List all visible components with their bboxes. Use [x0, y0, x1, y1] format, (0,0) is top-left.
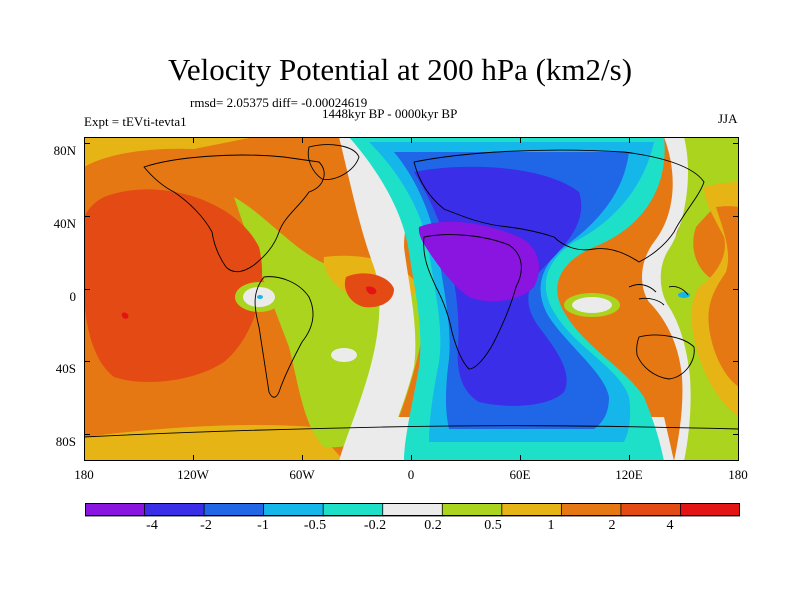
- colorbar-label: -4: [146, 518, 158, 533]
- colorbar-cell: [382, 503, 444, 517]
- coast-greenland: [307, 144, 360, 180]
- colorbar-cell: [620, 503, 682, 517]
- field-yellow-west: [84, 137, 254, 167]
- lat-label-80n: 80N: [53, 143, 76, 158]
- lat-label-40n: 40N: [53, 216, 76, 231]
- colorbar-cell: [263, 503, 325, 517]
- colorbar-label: -0.2: [363, 518, 387, 533]
- coast-antarctica: [84, 425, 739, 438]
- colorbar-cell: [680, 503, 740, 517]
- colorbar-cell: [144, 503, 205, 517]
- colorbar-label: -1: [257, 518, 269, 533]
- colorbar-frame: [85, 503, 740, 516]
- colorbar-cell: [441, 503, 503, 517]
- map-ticks: [84, 137, 739, 461]
- colorbar-cell: [501, 503, 563, 517]
- season-label: JJA: [718, 111, 738, 126]
- rmsd-diff-stats: rmsd= 2.05375 diff= -0.00024619: [190, 95, 368, 110]
- colorbar-cell: [203, 503, 265, 517]
- field-red-pacific: [121, 312, 129, 319]
- field-neutral-spot: [331, 348, 357, 362]
- lat-label-eq: 0: [69, 289, 77, 304]
- colorbar-cell: [322, 503, 384, 517]
- lon-label-120w: 120W: [177, 467, 209, 482]
- period-label: 1448kyr BP - 0000kyr BP: [322, 106, 458, 121]
- colorbar-cell: [85, 503, 146, 517]
- field-darkorange-pacific: [84, 189, 263, 382]
- colorbar-label: -2: [200, 518, 212, 533]
- lon-label-60e: 60E: [509, 467, 531, 482]
- field-purple-core: [418, 221, 539, 302]
- experiment-label: Expt = tEVti-tevta1: [84, 114, 187, 129]
- colorbar-label: -0.5: [303, 518, 327, 533]
- field-cyan-eq-pacific: [257, 295, 263, 299]
- coast-north-america: [143, 154, 325, 273]
- coast-south-america: [254, 276, 314, 398]
- lon-label-60w: 60W: [289, 467, 315, 482]
- colorbar-label: 2: [608, 518, 616, 533]
- lon-label-120e: 120E: [615, 467, 643, 482]
- lon-label-180e: 180: [728, 467, 748, 482]
- colorbar-label: 1: [547, 518, 555, 533]
- velocity-potential-map: [84, 137, 739, 461]
- colorbar-label: 4: [666, 518, 674, 533]
- lon-label-0: 0: [407, 467, 415, 482]
- coastlines: [84, 144, 739, 438]
- field-cyan-eq-west-pacific: [678, 292, 690, 298]
- field-neutral-eq-indian: [572, 297, 612, 313]
- field-orange-east: [708, 206, 739, 387]
- colorbar-label: 0.2: [424, 518, 442, 533]
- field-red-atlantic: [366, 286, 377, 295]
- colorbar-cell: [560, 503, 622, 517]
- coast-eurasia: [413, 149, 705, 263]
- lat-label-40s: 40S: [55, 361, 76, 376]
- lat-label-80s: 80S: [55, 434, 76, 449]
- coast-maritime-islands: [628, 284, 689, 306]
- coast-africa: [423, 234, 522, 370]
- colorbar: [85, 503, 740, 517]
- coast-australia: [636, 334, 695, 380]
- colorbar-label: 0.5: [484, 518, 502, 533]
- map-title: Velocity Potential at 200 hPa (km2/s): [167, 52, 633, 87]
- lon-label-180w: 180: [74, 467, 94, 482]
